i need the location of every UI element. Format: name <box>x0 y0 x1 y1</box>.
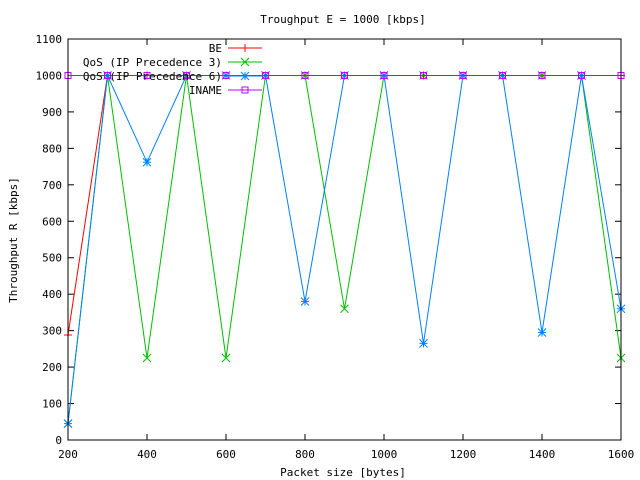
data-point <box>499 71 506 79</box>
series-3 <box>63 71 626 428</box>
data-point <box>380 71 388 79</box>
y-tick-label: 200 <box>42 361 62 374</box>
data-point <box>537 328 547 337</box>
data-point <box>262 71 269 79</box>
legend-marker <box>240 57 250 67</box>
x-tick-label: 400 <box>137 448 157 461</box>
x-tick-label: 1000 <box>371 448 398 461</box>
data-point <box>142 157 152 167</box>
y-tick-label: 1000 <box>36 69 63 82</box>
data-point <box>459 71 467 79</box>
series-4 <box>64 71 625 79</box>
data-point <box>183 71 190 79</box>
data-point <box>419 339 428 348</box>
data-point <box>222 71 230 79</box>
data-point <box>301 71 309 79</box>
y-tick-label: 900 <box>42 106 62 119</box>
y-tick-label: 100 <box>42 398 62 411</box>
data-point <box>142 353 152 363</box>
data-point <box>538 71 546 79</box>
y-axis-label: Throughput R [kbps] <box>7 177 20 303</box>
x-tick-label: 600 <box>216 448 236 461</box>
data-point <box>420 71 427 79</box>
axis-ticks: 0 100 200 300 400 500 600 700 800 900 1000 1100 200 4… <box>36 33 635 461</box>
data-point <box>221 353 231 363</box>
y-tick-label: 400 <box>42 288 62 301</box>
x-tick-label: 1200 <box>450 448 477 461</box>
series-layer <box>63 71 626 428</box>
x-tick-label: 200 <box>58 448 78 461</box>
series-line <box>67 75 621 336</box>
y-tick-label: 1100 <box>36 33 63 46</box>
legend-marker <box>241 86 249 94</box>
y-tick-label: 700 <box>42 179 62 192</box>
x-tick-label: 1600 <box>608 448 635 461</box>
data-point <box>341 71 348 79</box>
y-tick-label: 600 <box>42 215 62 228</box>
legend-label: QoS (IP Precedence 3) <box>83 56 222 69</box>
legend-label: INAME <box>189 84 222 97</box>
x-tick-label: 800 <box>295 448 315 461</box>
x-axis-label: Packet size [bytes] <box>280 466 406 479</box>
data-point <box>104 71 111 79</box>
series-line <box>67 75 622 424</box>
plot-area-border <box>67 38 622 441</box>
legend-marker <box>241 44 249 52</box>
y-tick-label: 300 <box>42 325 62 338</box>
y-tick-label: 800 <box>42 142 62 155</box>
series-line <box>67 73 622 424</box>
data-point <box>340 304 349 314</box>
legend-label: QoS (IP Precedence 6) <box>83 70 222 83</box>
legend-label: BE <box>209 42 222 55</box>
series-1 <box>64 71 625 340</box>
y-tick-label: 500 <box>42 252 62 265</box>
data-point <box>578 71 585 79</box>
data-point <box>143 71 151 79</box>
legend-marker <box>240 71 250 81</box>
x-tick-label: 1400 <box>529 448 556 461</box>
series-2 <box>63 71 626 428</box>
chart-title: Troughput E = 1000 [kbps] <box>260 13 426 26</box>
data-point <box>300 297 310 306</box>
y-tick-label: 0 <box>55 434 62 447</box>
